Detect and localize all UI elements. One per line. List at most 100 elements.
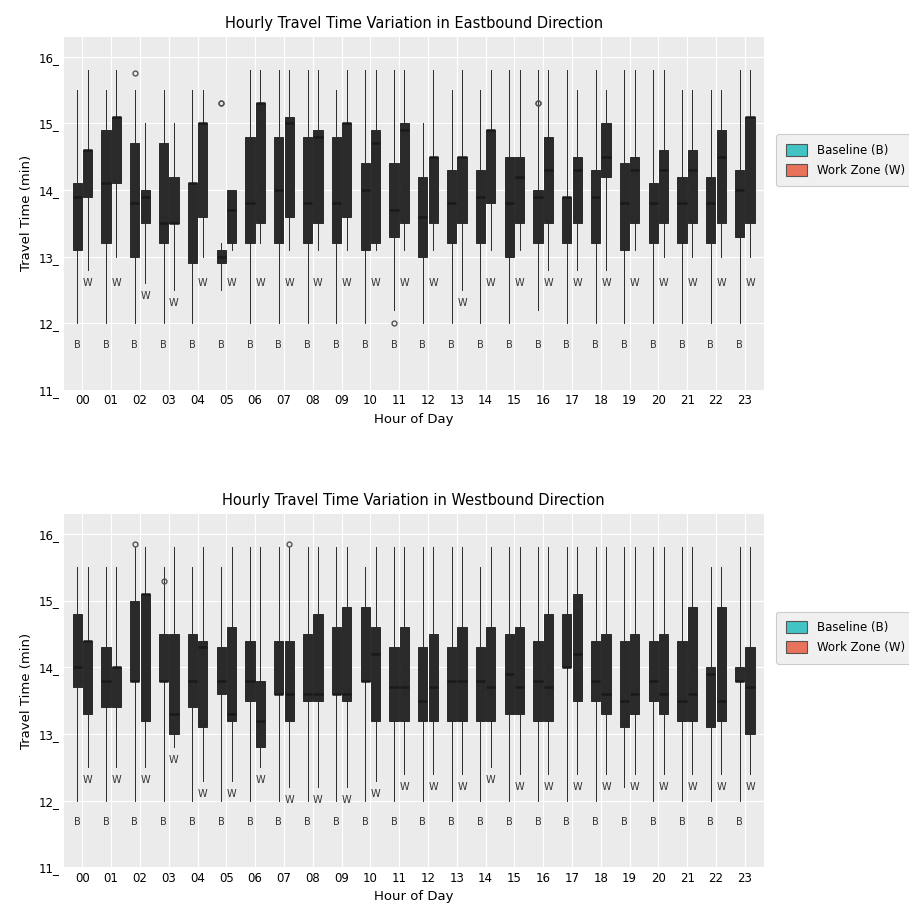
Text: W: W xyxy=(428,278,438,288)
Text: W: W xyxy=(112,775,121,785)
Text: W: W xyxy=(198,789,207,799)
Text: B: B xyxy=(160,340,167,350)
Text: B: B xyxy=(505,817,513,827)
Text: B: B xyxy=(103,817,109,827)
PathPatch shape xyxy=(620,163,629,250)
Text: B: B xyxy=(362,340,368,350)
PathPatch shape xyxy=(659,634,668,714)
Text: B: B xyxy=(103,340,109,350)
PathPatch shape xyxy=(188,184,197,263)
PathPatch shape xyxy=(141,593,150,720)
Text: W: W xyxy=(601,782,611,792)
PathPatch shape xyxy=(159,143,168,243)
PathPatch shape xyxy=(198,641,207,728)
PathPatch shape xyxy=(141,190,150,224)
Title: Hourly Travel Time Variation in Westbound Direction: Hourly Travel Time Variation in Westboun… xyxy=(223,493,604,509)
Text: W: W xyxy=(573,782,582,792)
PathPatch shape xyxy=(389,163,399,236)
PathPatch shape xyxy=(486,130,495,204)
PathPatch shape xyxy=(534,641,543,720)
PathPatch shape xyxy=(457,157,466,224)
Text: W: W xyxy=(457,298,467,308)
Text: W: W xyxy=(428,782,438,792)
PathPatch shape xyxy=(504,634,514,714)
Text: W: W xyxy=(486,775,495,785)
Text: W: W xyxy=(659,782,668,792)
Text: W: W xyxy=(371,278,380,288)
PathPatch shape xyxy=(659,150,668,224)
PathPatch shape xyxy=(285,641,294,720)
PathPatch shape xyxy=(515,157,524,224)
Text: W: W xyxy=(745,278,754,288)
Text: B: B xyxy=(707,817,714,827)
PathPatch shape xyxy=(332,627,341,694)
Text: B: B xyxy=(305,817,311,827)
PathPatch shape xyxy=(447,170,456,243)
PathPatch shape xyxy=(188,634,197,708)
Text: W: W xyxy=(544,278,554,288)
Title: Hourly Travel Time Variation in Eastbound Direction: Hourly Travel Time Variation in Eastboun… xyxy=(225,16,603,31)
Text: W: W xyxy=(716,278,726,288)
PathPatch shape xyxy=(735,667,744,680)
PathPatch shape xyxy=(735,170,744,236)
PathPatch shape xyxy=(447,647,456,720)
Text: W: W xyxy=(659,278,668,288)
Text: W: W xyxy=(745,782,754,792)
Text: W: W xyxy=(83,775,93,785)
PathPatch shape xyxy=(73,184,82,250)
PathPatch shape xyxy=(255,680,265,747)
Text: B: B xyxy=(477,340,484,350)
PathPatch shape xyxy=(716,130,725,224)
PathPatch shape xyxy=(275,641,284,694)
PathPatch shape xyxy=(630,157,639,224)
Text: W: W xyxy=(314,278,323,288)
PathPatch shape xyxy=(130,143,139,257)
Text: B: B xyxy=(189,817,195,827)
PathPatch shape xyxy=(303,137,312,243)
Text: W: W xyxy=(342,795,352,805)
Text: W: W xyxy=(601,278,611,288)
Text: W: W xyxy=(573,278,582,288)
Text: B: B xyxy=(448,340,455,350)
Text: W: W xyxy=(544,782,554,792)
Text: W: W xyxy=(226,789,236,799)
PathPatch shape xyxy=(102,647,111,708)
PathPatch shape xyxy=(745,647,754,734)
PathPatch shape xyxy=(630,634,639,714)
Text: W: W xyxy=(112,278,121,288)
PathPatch shape xyxy=(216,250,225,263)
Y-axis label: Travel Time (min): Travel Time (min) xyxy=(20,633,33,749)
PathPatch shape xyxy=(227,627,236,720)
PathPatch shape xyxy=(169,176,178,224)
Text: W: W xyxy=(342,278,352,288)
PathPatch shape xyxy=(428,634,438,720)
Text: W: W xyxy=(140,291,150,301)
Text: B: B xyxy=(305,340,311,350)
PathPatch shape xyxy=(169,634,178,734)
PathPatch shape xyxy=(563,614,572,667)
PathPatch shape xyxy=(649,184,658,243)
Text: B: B xyxy=(564,340,570,350)
Text: W: W xyxy=(285,278,294,288)
Text: B: B xyxy=(621,340,628,350)
PathPatch shape xyxy=(102,130,111,243)
PathPatch shape xyxy=(130,601,139,680)
PathPatch shape xyxy=(275,137,284,243)
Text: B: B xyxy=(564,817,570,827)
PathPatch shape xyxy=(573,593,582,700)
PathPatch shape xyxy=(475,647,485,720)
PathPatch shape xyxy=(418,647,427,720)
PathPatch shape xyxy=(591,170,600,243)
Text: B: B xyxy=(477,817,484,827)
PathPatch shape xyxy=(389,647,399,720)
PathPatch shape xyxy=(706,176,715,243)
PathPatch shape xyxy=(83,150,92,196)
PathPatch shape xyxy=(544,614,553,720)
Text: B: B xyxy=(391,340,397,350)
PathPatch shape xyxy=(688,150,697,224)
Text: W: W xyxy=(630,278,640,288)
PathPatch shape xyxy=(342,123,352,216)
PathPatch shape xyxy=(573,157,582,224)
PathPatch shape xyxy=(649,641,658,700)
Text: W: W xyxy=(169,298,179,308)
